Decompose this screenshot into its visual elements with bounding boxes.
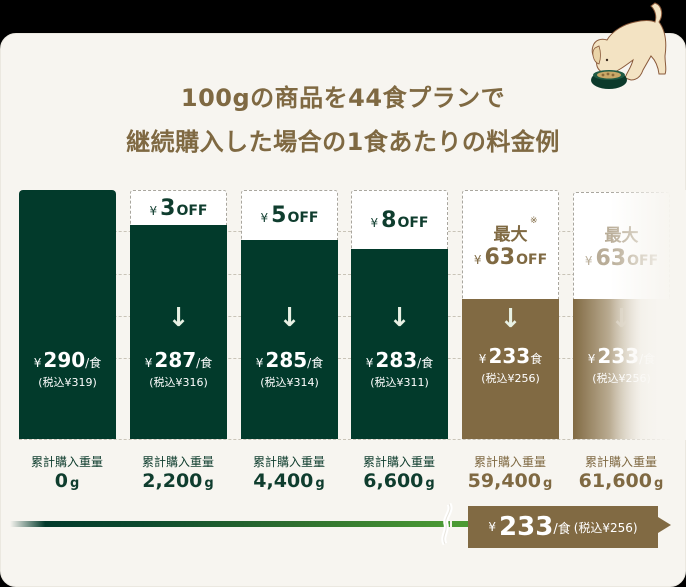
- progress-line-continued: [452, 521, 472, 527]
- bar-fill: ↓ ¥287/食 (税込¥316): [130, 225, 227, 439]
- tax-included-price: (税込¥316): [149, 376, 208, 389]
- dog-eating-illustration-icon: [591, 2, 667, 89]
- tax-included-price: (税込¥311): [370, 376, 429, 389]
- weight-label-3: 累計購入重量 6,600 g: [362, 455, 435, 492]
- down-arrow-icon: ↓: [610, 304, 633, 334]
- weight-label-1: 累計購入重量 2,200 g: [141, 455, 214, 492]
- max-label: 最大: [604, 226, 639, 246]
- bar-6600g: ¥8OFF ↓ ¥283/食 (税込¥311): [351, 190, 448, 439]
- price: ¥285/食: [255, 348, 324, 372]
- down-arrow-icon: ↓: [499, 304, 522, 334]
- weight-label-5: 累計購入重量 61,600 g: [578, 455, 664, 492]
- down-arrow-icon: ↓: [278, 303, 301, 333]
- note-mark: ※: [529, 216, 538, 226]
- final-price-label: ¥233/食 (税込¥256): [468, 506, 658, 548]
- price: ¥233/食: [587, 344, 656, 368]
- right-arrow-icon: [658, 517, 671, 533]
- baseline: [19, 439, 670, 440]
- bar-fill: ↓ ¥283/食 (税込¥311): [351, 249, 448, 439]
- max-label: 最大 ※: [493, 216, 538, 245]
- down-arrow-icon: ↓: [167, 303, 190, 333]
- title-line-2: 継続購入した場合の1食あたりの料金例: [126, 128, 560, 156]
- bar-fill: ↓ ¥233/食 (税込¥256): [573, 299, 670, 439]
- tax-included-price: (税込¥319): [38, 376, 97, 389]
- discount-badge: ¥5OFF: [241, 190, 338, 240]
- bar-4400g: ¥5OFF ↓ ¥285/食 (税込¥314): [241, 190, 338, 439]
- gridline: [19, 358, 670, 359]
- gridline: [19, 231, 670, 232]
- bar-61600g: 最大 ¥63OFF ↓ ¥233/食 (税込¥256): [573, 192, 670, 439]
- chart-title: 100gの商品を44食プランで 継続購入した場合の1食あたりの料金例: [0, 76, 686, 164]
- bar-fill: ¥290/食 (税込¥319): [19, 190, 116, 439]
- break-mark-icon: [441, 503, 453, 545]
- bar-0g: ¥290/食 (税込¥319): [19, 190, 116, 439]
- bar-59400g: 最大 ※ ¥63OFF ↓ ¥233食 (税込¥256): [462, 190, 559, 439]
- bar-2200g: ¥3OFF ↓ ¥287/食 (税込¥316): [130, 190, 227, 439]
- price: ¥287/食: [144, 348, 213, 372]
- discount-badge: ¥8OFF: [351, 190, 448, 249]
- discount-badge-max: 最大 ※ ¥63OFF: [462, 190, 559, 299]
- weight-label-4: 累計購入重量 59,400 g: [467, 455, 553, 492]
- discount-badge: ¥3OFF: [130, 190, 227, 225]
- discount-badge-max: 最大 ¥63OFF: [573, 192, 670, 299]
- price: ¥290/食: [33, 348, 102, 372]
- bar-fill: ↓ ¥233食 (税込¥256): [462, 299, 559, 439]
- bar-fill: ↓ ¥285/食 (税込¥314): [241, 240, 338, 439]
- title-line-1: 100gの商品を44食プランで: [180, 84, 506, 112]
- price: ¥233食: [478, 344, 543, 368]
- tax-included-price: (税込¥314): [260, 376, 319, 389]
- gridline: [19, 274, 670, 275]
- tax-included-price: (税込¥256): [481, 372, 540, 385]
- weight-label-2: 累計購入重量 4,400 g: [252, 455, 325, 492]
- price: ¥283/食: [365, 348, 434, 372]
- tax-included-price: (税込¥256): [592, 372, 651, 385]
- gridline: [19, 316, 670, 317]
- progress-line: [10, 521, 450, 527]
- down-arrow-icon: ↓: [388, 303, 411, 333]
